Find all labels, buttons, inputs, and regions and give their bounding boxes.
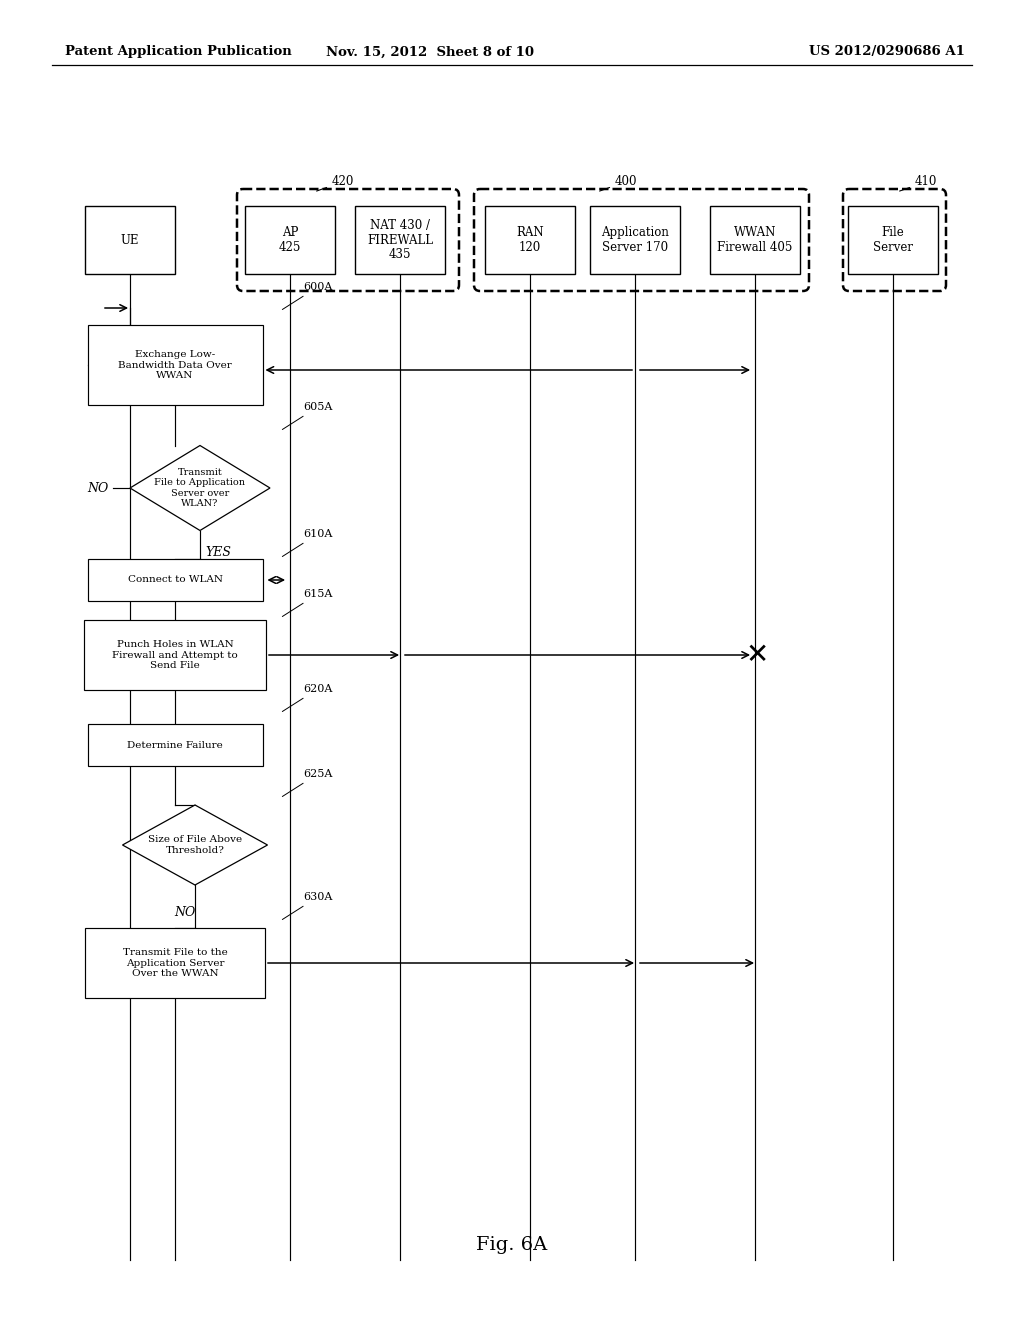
Polygon shape — [123, 805, 267, 884]
Text: Patent Application Publication: Patent Application Publication — [65, 45, 292, 58]
FancyBboxPatch shape — [485, 206, 575, 275]
Text: YES: YES — [205, 545, 231, 558]
Text: Determine Failure: Determine Failure — [127, 741, 223, 750]
FancyBboxPatch shape — [848, 206, 938, 275]
Text: ✕: ✕ — [745, 642, 769, 669]
Text: File
Server: File Server — [873, 226, 913, 253]
Text: Connect to WLAN: Connect to WLAN — [128, 576, 222, 585]
Text: Size of File Above
Threshold?: Size of File Above Threshold? — [147, 836, 242, 855]
Text: NAT 430 /
FIREWALL
435: NAT 430 / FIREWALL 435 — [367, 219, 433, 261]
Text: 630A: 630A — [283, 892, 333, 920]
Text: 410: 410 — [900, 176, 937, 191]
Text: 610A: 610A — [283, 529, 333, 557]
Text: NO: NO — [87, 482, 109, 495]
Text: WWAN
Firewall 405: WWAN Firewall 405 — [718, 226, 793, 253]
FancyBboxPatch shape — [87, 723, 262, 766]
Text: UE: UE — [121, 234, 139, 247]
FancyBboxPatch shape — [87, 558, 262, 601]
Text: 625A: 625A — [283, 770, 333, 796]
Text: Application
Server 170: Application Server 170 — [601, 226, 669, 253]
Text: AP
425: AP 425 — [279, 226, 301, 253]
Text: 400: 400 — [600, 176, 638, 191]
Text: 420: 420 — [316, 176, 354, 191]
Text: NO: NO — [174, 906, 196, 919]
Text: 605A: 605A — [283, 403, 333, 429]
Text: Punch Holes in WLAN
Firewall and Attempt to
Send File: Punch Holes in WLAN Firewall and Attempt… — [112, 640, 238, 671]
FancyBboxPatch shape — [710, 206, 800, 275]
Text: Exchange Low-
Bandwidth Data Over
WWAN: Exchange Low- Bandwidth Data Over WWAN — [118, 350, 231, 380]
FancyBboxPatch shape — [85, 206, 175, 275]
Text: Transmit File to the
Application Server
Over the WWAN: Transmit File to the Application Server … — [123, 948, 227, 978]
Text: 620A: 620A — [283, 684, 333, 711]
Text: Fig. 6A: Fig. 6A — [476, 1236, 548, 1254]
Text: US 2012/0290686 A1: US 2012/0290686 A1 — [809, 45, 965, 58]
FancyBboxPatch shape — [87, 325, 262, 405]
FancyBboxPatch shape — [85, 928, 265, 998]
FancyBboxPatch shape — [245, 206, 335, 275]
Text: 615A: 615A — [283, 589, 333, 616]
Text: RAN
120: RAN 120 — [516, 226, 544, 253]
FancyBboxPatch shape — [84, 620, 266, 690]
Text: Nov. 15, 2012  Sheet 8 of 10: Nov. 15, 2012 Sheet 8 of 10 — [326, 45, 534, 58]
FancyBboxPatch shape — [355, 206, 445, 275]
Text: 600A: 600A — [283, 282, 333, 309]
FancyBboxPatch shape — [590, 206, 680, 275]
Text: Transmit
File to Application
Server over
WLAN?: Transmit File to Application Server over… — [155, 467, 246, 508]
Polygon shape — [130, 446, 270, 531]
